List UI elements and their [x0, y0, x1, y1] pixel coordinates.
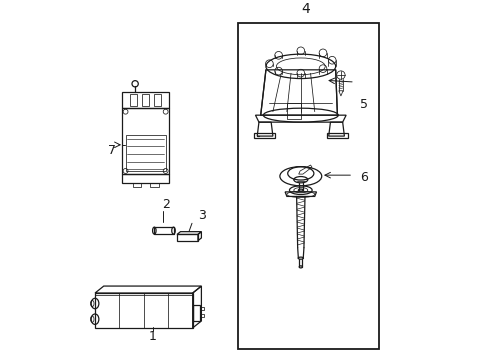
Text: 4: 4: [302, 2, 310, 16]
Text: 1: 1: [148, 330, 156, 343]
Bar: [122, 175, 169, 183]
Text: 3: 3: [198, 208, 206, 221]
Text: 7: 7: [108, 144, 116, 157]
Bar: [199, 307, 204, 310]
Text: 6: 6: [360, 171, 368, 184]
Text: 2: 2: [163, 198, 171, 211]
Bar: [154, 94, 161, 107]
Bar: [122, 93, 169, 108]
Bar: [95, 293, 193, 328]
Bar: [199, 314, 204, 318]
Bar: [125, 135, 166, 171]
Bar: [287, 103, 301, 119]
Bar: [154, 227, 173, 234]
Bar: [133, 183, 141, 187]
Text: 5: 5: [360, 98, 368, 111]
Bar: [150, 183, 158, 187]
Bar: [177, 234, 198, 241]
Bar: [122, 108, 169, 175]
Bar: [238, 23, 379, 349]
Bar: [142, 94, 149, 107]
Bar: [130, 94, 137, 107]
